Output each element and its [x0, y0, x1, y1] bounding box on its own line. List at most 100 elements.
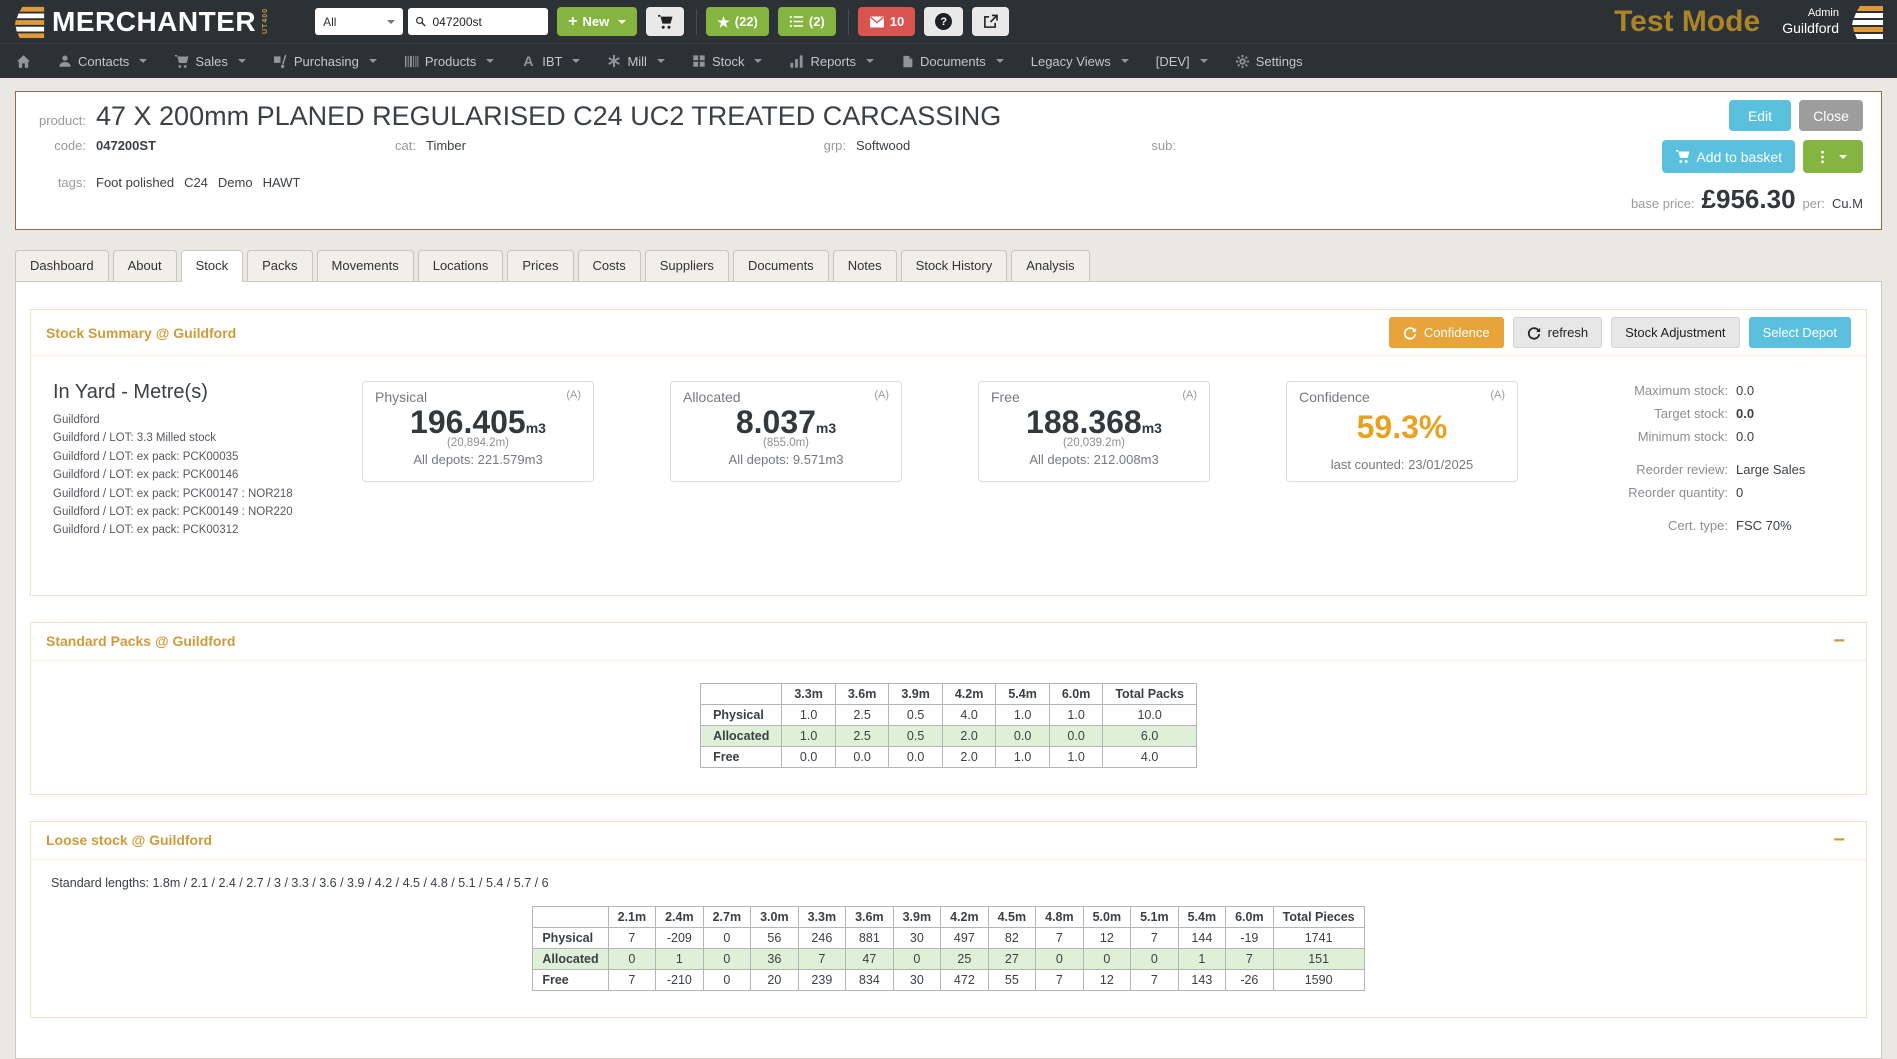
- external-link-button[interactable]: [972, 7, 1010, 36]
- new-button[interactable]: + New: [557, 7, 638, 36]
- column-header: 3.6m: [845, 905, 894, 928]
- refresh-button[interactable]: refresh: [1512, 317, 1603, 348]
- nav-dev[interactable]: [DEV]: [1156, 54, 1208, 69]
- tab-notes[interactable]: Notes: [832, 250, 897, 281]
- refresh-icon: [1527, 326, 1540, 340]
- cell: 7: [1225, 947, 1274, 970]
- column-header: 4.5m: [987, 905, 1037, 928]
- tab-packs[interactable]: Packs: [247, 250, 313, 281]
- table-row: Physical 1.0 2.5 0.5 4.0 1.0 1.0 10.0: [700, 703, 1197, 726]
- tab-locations[interactable]: Locations: [417, 250, 504, 281]
- tab-prices[interactable]: Prices: [507, 250, 574, 281]
- add-to-basket-button[interactable]: Add to basket: [1662, 140, 1795, 173]
- tab-stock-history[interactable]: Stock History: [900, 250, 1008, 281]
- nav-sales[interactable]: Sales: [174, 54, 246, 69]
- tag[interactable]: Foot polished: [96, 175, 175, 191]
- basket-button[interactable]: [646, 7, 685, 36]
- collapse-icon[interactable]: −: [1827, 630, 1851, 652]
- user-info[interactable]: Admin Guildford: [1782, 7, 1839, 36]
- lists-button[interactable]: (2): [777, 7, 836, 36]
- nav-contacts[interactable]: Contacts: [58, 54, 148, 69]
- column-header: 3.3m: [781, 682, 836, 705]
- standard-lengths-text: Standard lengths: 1.8m / 2.1 / 2.4 / 2.7…: [51, 875, 549, 890]
- cell: 12: [1082, 968, 1132, 991]
- chevron-down-icon: [618, 19, 627, 24]
- loose-stock-table: 2.1m 2.4m 2.7m 3.0m 3.3m 3.6m 3.9m 4.2m 4.5m 4.8m…: [532, 905, 1365, 991]
- standard-packs-section: Standard Packs @ Guildford − 3.3m 3.6m 3.9…: [30, 621, 1867, 795]
- nav-mill[interactable]: Mill: [607, 54, 665, 69]
- messages-count: 10: [889, 14, 905, 29]
- nav-ibt[interactable]: A IBT: [521, 54, 581, 69]
- stock-adjustment-button[interactable]: Stock Adjustment: [1611, 317, 1740, 348]
- cell: 1: [1177, 947, 1227, 970]
- messages-button[interactable]: 10: [857, 7, 916, 36]
- select-depot-button[interactable]: Select Depot: [1748, 317, 1851, 348]
- nav-label: Settings: [1255, 53, 1303, 69]
- column-header: 5.1m: [1130, 905, 1179, 928]
- help-button[interactable]: ?: [924, 7, 964, 36]
- cell: 10.0: [1102, 703, 1197, 726]
- cat-label: cat:: [395, 138, 416, 154]
- brand-logo[interactable]: MERCHANTER UT400: [12, 5, 269, 39]
- chevron-down-icon: [656, 59, 665, 63]
- stat-label: Minimum stock:: [1637, 429, 1728, 444]
- cell: 0.5: [888, 724, 943, 747]
- cell: -19: [1225, 926, 1274, 949]
- edit-button[interactable]: Edit: [1729, 100, 1791, 131]
- cell: 0.0: [781, 745, 836, 768]
- nav-home[interactable]: [16, 54, 31, 69]
- nav-settings[interactable]: Settings: [1235, 54, 1303, 69]
- tag[interactable]: C24: [184, 175, 208, 191]
- tab-analysis[interactable]: Analysis: [1011, 250, 1090, 281]
- confidence-button[interactable]: Confidence: [1388, 317, 1504, 348]
- cell: 1.0: [781, 703, 836, 726]
- card-footer: All depots: 212.008m3: [1029, 451, 1159, 467]
- tab-suppliers[interactable]: Suppliers: [644, 250, 729, 281]
- product-group: Softwood: [856, 138, 911, 154]
- search-scope-select[interactable]: All: [315, 8, 404, 35]
- cell: 30: [892, 926, 942, 949]
- nav-documents[interactable]: Documents: [901, 54, 1004, 69]
- nav-reports[interactable]: Reports: [789, 54, 874, 69]
- card-footer: last counted: 23/01/2025: [1330, 456, 1474, 472]
- refresh-button-label: refresh: [1547, 325, 1589, 340]
- tab-documents[interactable]: Documents: [732, 250, 829, 281]
- tab-dashboard[interactable]: Dashboard: [15, 250, 109, 281]
- tab-movements[interactable]: Movements: [316, 250, 414, 281]
- cell: 1590: [1272, 968, 1365, 991]
- tab-about[interactable]: About: [112, 250, 177, 281]
- tag[interactable]: Demo: [217, 175, 253, 191]
- favorites-button[interactable]: ★ (22): [706, 7, 769, 36]
- table-row: Free 0.0 0.0 0.0 2.0 1.0 1.0 4.0: [700, 745, 1197, 768]
- collapse-icon[interactable]: −: [1827, 829, 1851, 851]
- user-icon: [59, 55, 71, 67]
- loose-stock-section: Loose stock @ Guildford − Standard lengt…: [30, 820, 1867, 1018]
- nav-label: Purchasing: [293, 53, 359, 69]
- nav-stock[interactable]: Stock: [692, 54, 763, 69]
- nav-products[interactable]: Products: [404, 54, 495, 69]
- cell: 7: [607, 926, 657, 949]
- product-actions: Edit Close Add to basket base price: £95…: [1623, 100, 1863, 215]
- row-label: Physical: [700, 703, 783, 726]
- cell: 0.0: [1048, 724, 1104, 747]
- tab-bar: Dashboard About Stock Packs Movements Lo…: [15, 250, 1882, 282]
- more-actions-dropdown[interactable]: [1803, 140, 1863, 173]
- lists-count: (2): [808, 14, 825, 29]
- standard-packs-header: Standard Packs @ Guildford −: [31, 623, 1866, 661]
- divider: [847, 8, 849, 35]
- tag[interactable]: HAWT: [262, 175, 301, 191]
- search-input[interactable]: [430, 13, 542, 30]
- nav-legacy-views[interactable]: Legacy Views: [1031, 54, 1129, 69]
- letter-a-icon: A: [524, 54, 534, 69]
- stat-label: Reorder quantity:: [1628, 485, 1728, 500]
- in-yard-item: Guildford / LOT: ex pack: PCK00146: [53, 469, 239, 482]
- search-group: All: [315, 8, 549, 35]
- loose-stock-title: Loose stock @ Guildford: [46, 832, 213, 849]
- cell: -26: [1225, 968, 1274, 991]
- tab-stock[interactable]: Stock: [180, 250, 244, 282]
- nav-purchasing[interactable]: Purchasing: [273, 54, 377, 69]
- nav-label: Mill: [627, 53, 647, 69]
- card-alt-value: (20,039.2m): [1062, 436, 1125, 449]
- tab-costs[interactable]: Costs: [577, 250, 641, 281]
- close-button[interactable]: Close: [1799, 100, 1863, 131]
